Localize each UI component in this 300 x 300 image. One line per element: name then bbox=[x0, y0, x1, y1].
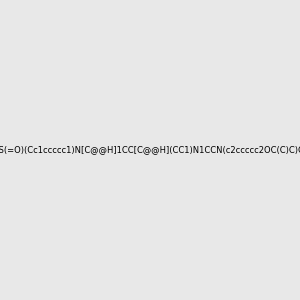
Text: O=S(=O)(Cc1ccccc1)N[C@@H]1CC[C@@H](CC1)N1CCN(c2ccccc2OC(C)C)CC1: O=S(=O)(Cc1ccccc1)N[C@@H]1CC[C@@H](CC1)N… bbox=[0, 146, 300, 154]
